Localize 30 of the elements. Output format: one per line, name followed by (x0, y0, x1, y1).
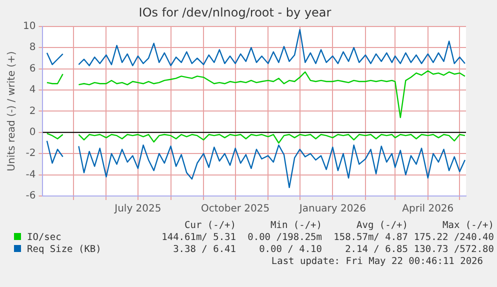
text: 144.61m/ 5.31 (160, 232, 236, 244)
y-tick-label: -6 (26, 190, 36, 202)
text: 0.00 /198.25m (246, 232, 322, 244)
x-tick-label: October 2025 (200, 204, 270, 215)
text: 3.38 / 6.41 (172, 244, 236, 256)
y-tick-label: 2 (29, 106, 36, 117)
legend-label: Req Size (KB) (26, 244, 102, 256)
text: Max (-/+) (442, 220, 494, 232)
text: Avg (-/+) (356, 220, 408, 232)
x-tick-label: July 2025 (114, 204, 162, 215)
chart-title: IOs for /dev/nlnog/root - by year (138, 5, 332, 20)
text: 158.57m/ 4.87 (332, 232, 408, 244)
x-tick-label: April 2026 (402, 204, 454, 215)
text: Last update: Fri May 22 00:46:11 2026 (270, 256, 483, 267)
text: 2.14 / 6.85 (344, 244, 408, 256)
y-tick-label: 4 (29, 84, 36, 96)
text: Min (-/+) (270, 220, 322, 232)
text: 0.00 / 4.10 (258, 244, 322, 256)
y-tick-label: 6 (29, 63, 36, 74)
y-tick-label: 10 (22, 20, 36, 32)
x-tick-label: January 2026 (298, 204, 366, 215)
y-tick-label: 0 (29, 126, 36, 138)
legend-label: IO/sec (26, 232, 62, 244)
y-axis-title: Units read (-) / write (+) (6, 51, 18, 172)
text: 130.73 /572.80 (412, 244, 494, 256)
text: 175.22 /240.40 (412, 232, 494, 244)
y-tick-label: -4 (26, 169, 36, 180)
y-tick-label: -2 (26, 148, 36, 160)
y-tick-label: 8 (29, 42, 36, 54)
text: Cur (-/+) (184, 220, 236, 232)
